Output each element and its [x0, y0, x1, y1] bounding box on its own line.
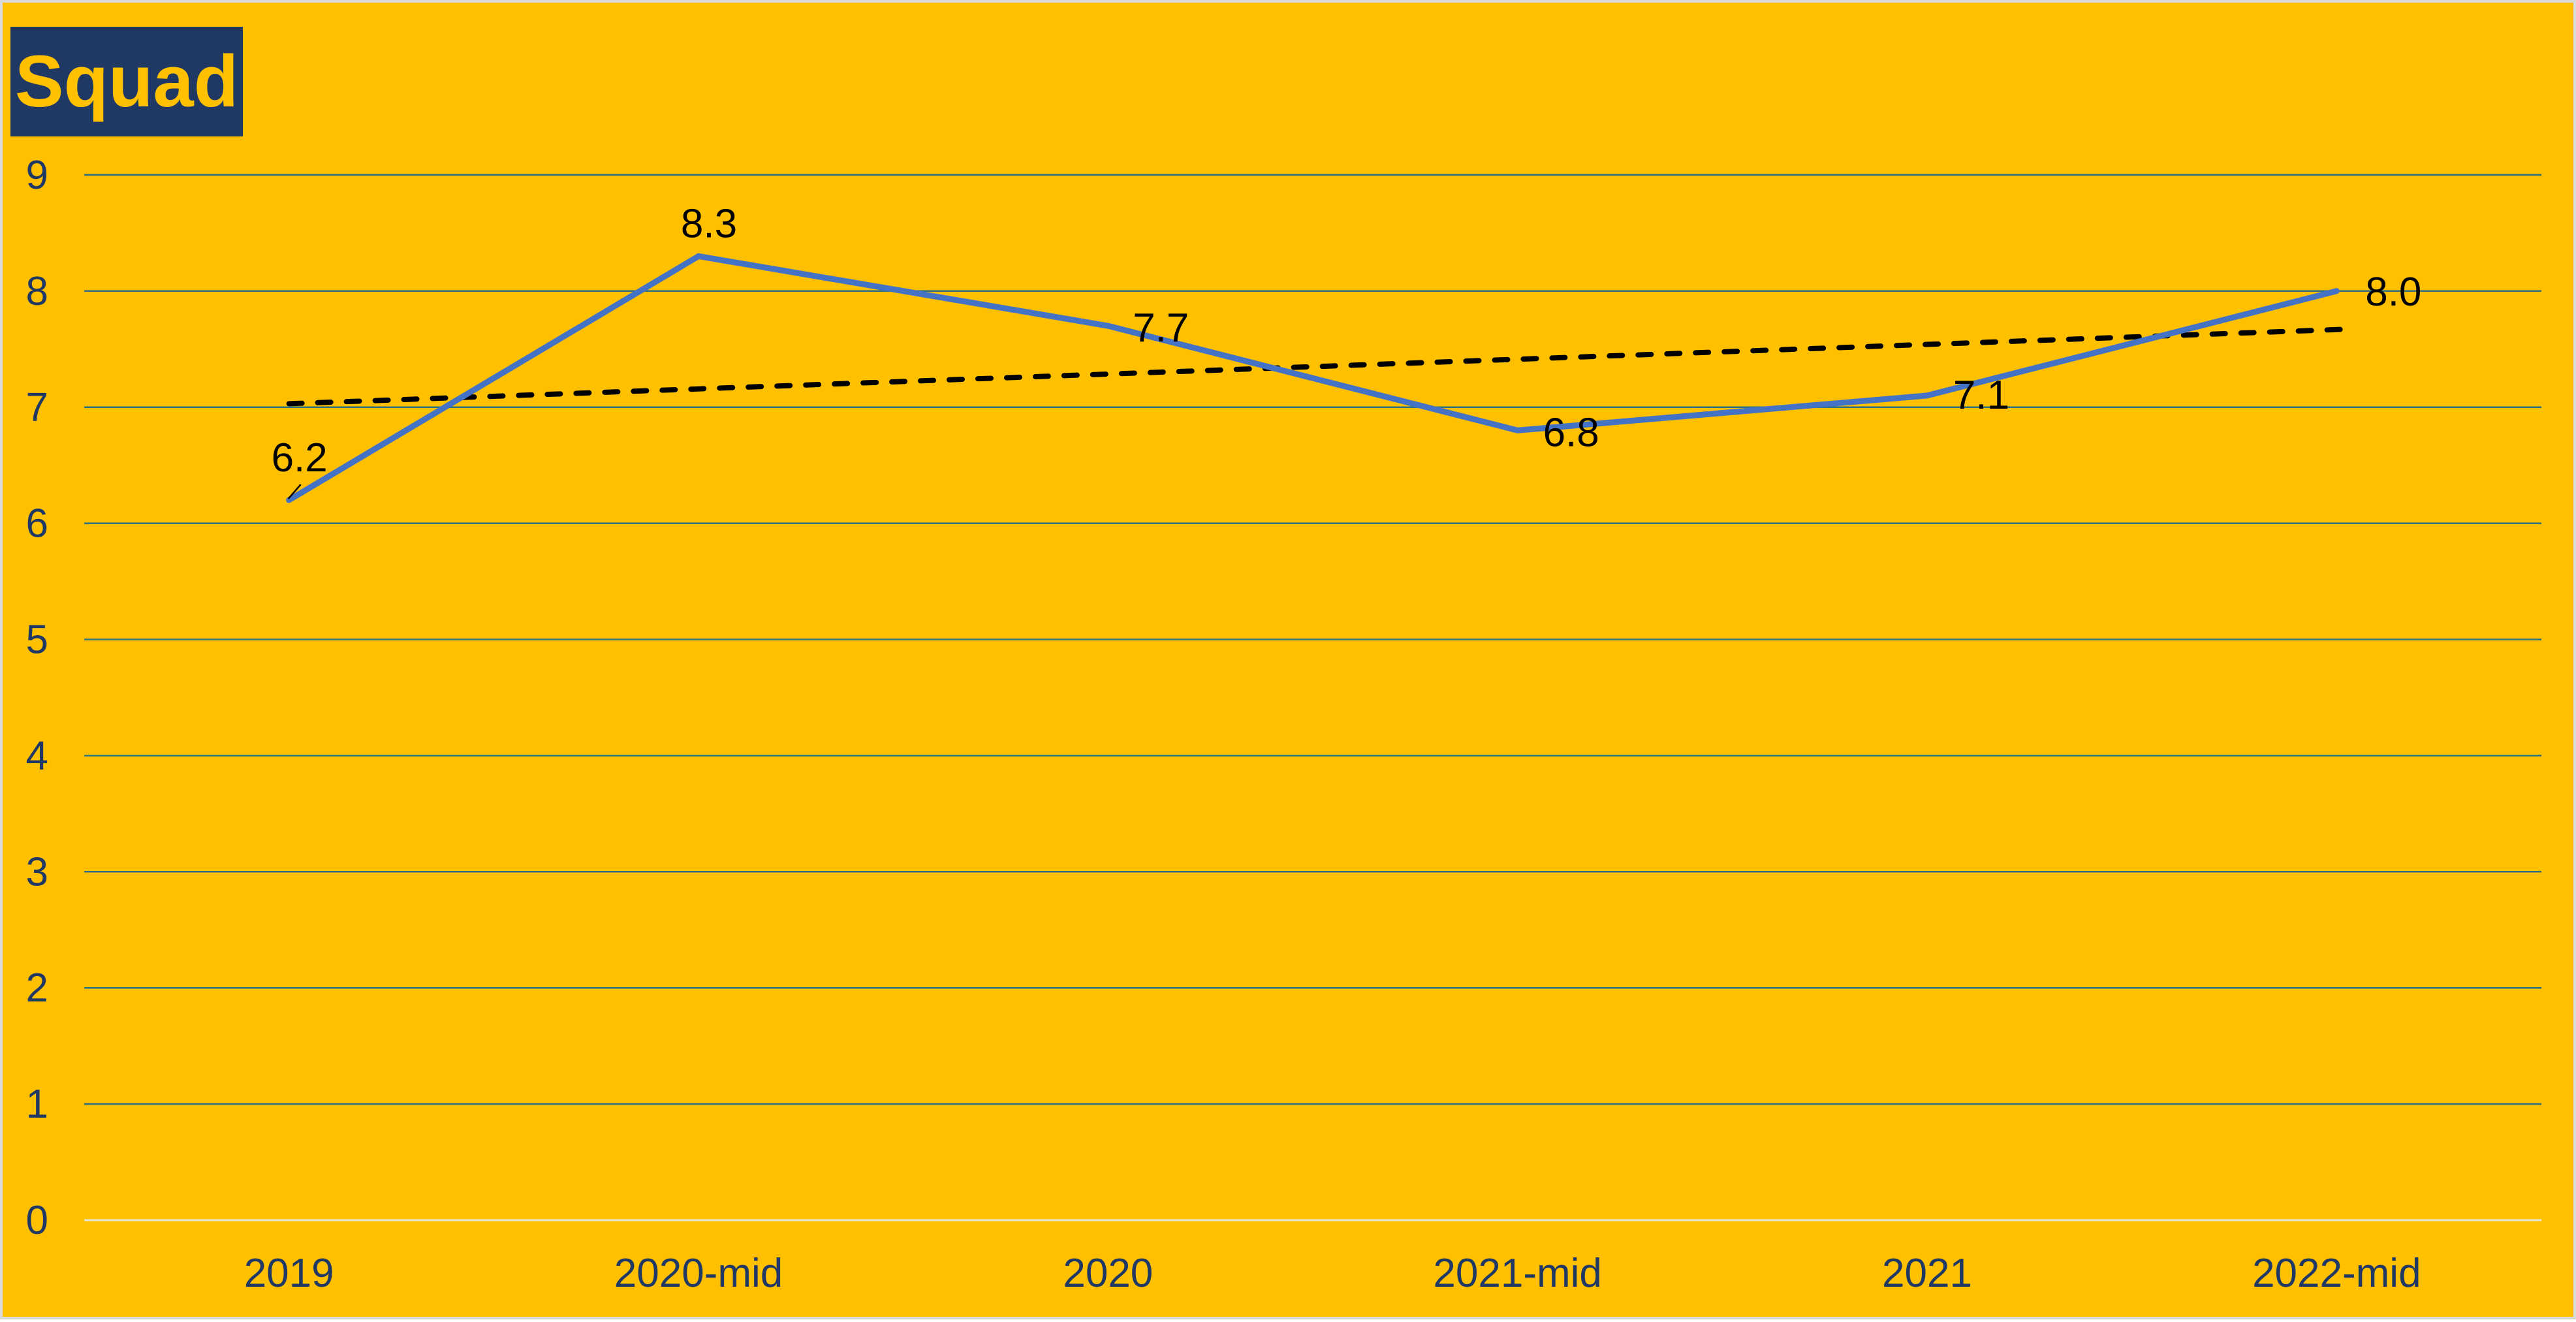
x-axis-labels: 2019 2020-mid 2020 2021-mid 2021 2022-mid — [244, 1251, 2421, 1296]
chart-title: Squad — [14, 40, 239, 122]
series-line — [286, 253, 2340, 503]
y-tick-label: 0 — [26, 1198, 48, 1243]
chart-title-box: Squad — [10, 27, 243, 136]
gridlines — [84, 174, 2541, 1221]
x-tick-label: 2020 — [1063, 1251, 1153, 1296]
data-label: 6.8 — [1543, 410, 1599, 455]
data-labels: 6.2 8.3 7.7 6.8 7.1 8.0 — [272, 201, 2421, 499]
y-tick-label: 3 — [26, 849, 48, 894]
x-tick-label: 2022-mid — [2252, 1251, 2421, 1296]
x-tick-label: 2019 — [244, 1251, 334, 1296]
y-tick-label: 2 — [26, 966, 48, 1011]
y-tick-label: 6 — [26, 501, 48, 546]
y-tick-label: 1 — [26, 1082, 48, 1127]
trendline-dashed — [286, 326, 2346, 407]
x-tick-label: 2021 — [1882, 1251, 1972, 1296]
data-label: 6.2 — [272, 435, 328, 480]
data-label: 7.1 — [1953, 373, 2009, 418]
y-tick-label: 5 — [26, 618, 48, 663]
data-label-leader-line — [287, 484, 302, 499]
data-label: 7.7 — [1133, 306, 1189, 351]
y-tick-label: 9 — [26, 153, 48, 198]
data-label: 8.3 — [681, 201, 737, 246]
x-tick-label: 2021-mid — [1433, 1251, 1601, 1296]
y-tick-label: 4 — [26, 733, 48, 778]
x-tick-label: 2020-mid — [614, 1251, 783, 1296]
data-label: 8.0 — [2365, 270, 2421, 315]
y-tick-label: 7 — [26, 385, 48, 430]
y-tick-label: 8 — [26, 269, 48, 314]
y-axis-labels: 0 1 2 3 4 5 6 7 8 9 — [26, 153, 48, 1243]
